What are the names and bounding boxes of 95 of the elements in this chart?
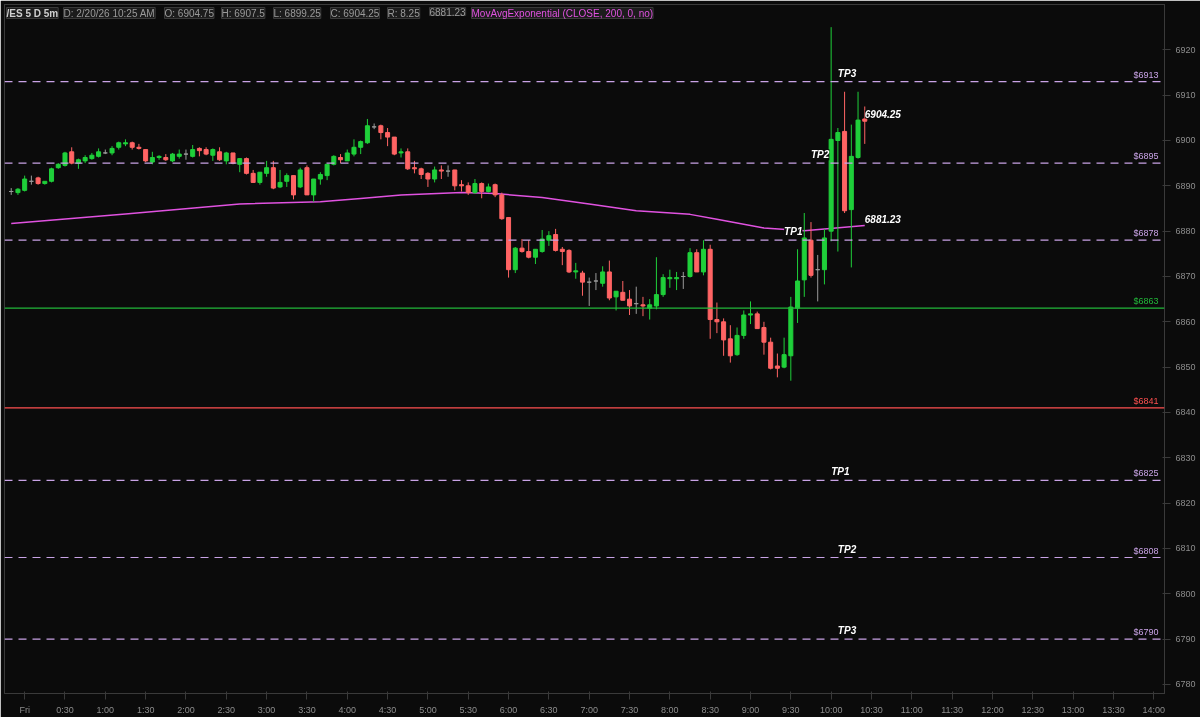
candlestick xyxy=(747,300,754,325)
x-tick-label: 8:30 xyxy=(701,704,719,715)
text: MovAvgExponential (CLOSE, 200, 0, no) xyxy=(471,7,654,19)
x-tick-label: 4:30 xyxy=(378,704,397,715)
chart-subtitle: D: 2/20/26 10:25 AM xyxy=(63,7,155,19)
ref-line-label: $6841 xyxy=(1133,395,1159,406)
candlestick xyxy=(727,324,733,364)
annotation: 6881.23 xyxy=(429,6,467,18)
ref-line-label: $6913 xyxy=(1133,69,1159,80)
x-tick-label: 3:30 xyxy=(298,704,316,715)
x-tick-label: 8:00 xyxy=(661,704,679,715)
x-tick-label: 6:30 xyxy=(540,704,558,715)
x-tick-label: 11:00 xyxy=(900,704,923,715)
ref-line-label: $6790 xyxy=(1133,627,1159,638)
candlestick xyxy=(620,280,626,301)
candlestick xyxy=(364,118,370,145)
candlestick xyxy=(700,239,706,276)
ref-line-label: $6878 xyxy=(1133,228,1159,239)
x-tick-label: 4:00 xyxy=(338,704,357,715)
annotation: TP1 xyxy=(784,226,803,238)
x-tick-label: 12:00 xyxy=(981,704,1004,715)
y-tick-label: 6790 xyxy=(1175,634,1196,645)
x-tick-label: 9:30 xyxy=(782,704,800,715)
y-tick-label: 6920 xyxy=(1175,44,1196,55)
x-tick-label: 14:00 xyxy=(1142,704,1166,715)
y-tick-label: 6850 xyxy=(1175,362,1196,373)
candlestick xyxy=(647,298,653,321)
y-tick-label: 6780 xyxy=(1175,679,1196,690)
y-tick-label: 6800 xyxy=(1175,588,1196,599)
x-tick-label: 11:30 xyxy=(941,704,964,715)
annotation: 6904.25 xyxy=(864,109,902,121)
candlestick xyxy=(774,353,780,378)
x-tick-label: 5:00 xyxy=(419,704,437,715)
annotation: H: 6907.5 xyxy=(221,7,266,19)
candlestick xyxy=(593,272,599,291)
y-tick-label: 6900 xyxy=(1175,135,1196,146)
candlestick xyxy=(627,289,633,316)
candlestick xyxy=(600,265,606,288)
candlestick xyxy=(270,160,276,190)
annotation: TP3 xyxy=(837,625,857,637)
candlestick xyxy=(687,247,693,279)
x-tick-label: 1:30 xyxy=(136,704,155,715)
x-tick-label: 2:00 xyxy=(177,704,195,715)
candlestick xyxy=(579,270,585,297)
candlestick xyxy=(694,248,700,273)
x-tick-label: 6:00 xyxy=(499,704,518,715)
annotation: TP3 xyxy=(837,67,857,79)
annotation: TP2 xyxy=(810,149,830,161)
candlestick xyxy=(183,149,189,161)
candlestick xyxy=(640,296,646,317)
y-tick-label: 6820 xyxy=(1175,498,1196,509)
candlestick xyxy=(586,277,592,307)
candlestick xyxy=(445,164,451,178)
x-tick-label: 0:30 xyxy=(56,704,74,715)
x-tick-label: 7:30 xyxy=(620,704,639,715)
x-tick-label: 5:30 xyxy=(459,704,477,715)
x-tick-label: 3:00 xyxy=(257,704,276,715)
annotation: R: 8.25 xyxy=(387,7,421,19)
x-tick-label: 9:00 xyxy=(741,704,760,715)
annotation: TP1 xyxy=(831,466,850,478)
x-tick-label: 10:00 xyxy=(819,704,843,715)
x-tick-label: 12:30 xyxy=(1021,704,1045,715)
y-tick-label: 6870 xyxy=(1175,271,1196,282)
y-tick-label: 6810 xyxy=(1175,543,1196,554)
annotation: L: 6899.25 xyxy=(273,7,322,19)
y-tick-label: 6840 xyxy=(1175,407,1196,418)
annotation: O: 6904.75 xyxy=(164,7,215,19)
x-tick-label: 1:00 xyxy=(96,704,115,715)
y-tick-label: 6860 xyxy=(1175,316,1196,327)
candlestick xyxy=(405,147,411,171)
x-tick-label: 2:30 xyxy=(217,704,236,715)
y-tick-label: 6830 xyxy=(1175,452,1196,463)
x-tick-label: 10:30 xyxy=(860,704,883,715)
y-tick-label: 6880 xyxy=(1175,226,1196,237)
candlestick xyxy=(512,246,518,274)
annotation: TP2 xyxy=(837,543,857,555)
x-tick-label: Fri xyxy=(19,704,30,715)
candlestick xyxy=(452,169,458,191)
candlestick xyxy=(290,175,297,200)
candlestick xyxy=(311,178,317,203)
chart-title: /ES 5 D 5m xyxy=(6,7,59,19)
ref-line-label: $6808 xyxy=(1133,545,1159,556)
candlestick xyxy=(613,290,619,311)
candlestick xyxy=(398,147,404,158)
x-tick-label: 7:00 xyxy=(580,704,598,715)
ref-line-label: $6895 xyxy=(1133,151,1159,162)
x-tick-label: 13:30 xyxy=(1102,704,1125,715)
y-tick-label: 6910 xyxy=(1175,90,1196,101)
y-tick-label: 6890 xyxy=(1175,180,1196,191)
annotation: C: 6904.25 xyxy=(330,7,380,19)
x-tick-label: 13:00 xyxy=(1061,704,1085,715)
ref-line-label: $6825 xyxy=(1133,468,1159,479)
annotation: 6881.23 xyxy=(864,213,902,225)
ref-line-label: $6863 xyxy=(1133,296,1159,307)
candlestick xyxy=(371,122,377,130)
